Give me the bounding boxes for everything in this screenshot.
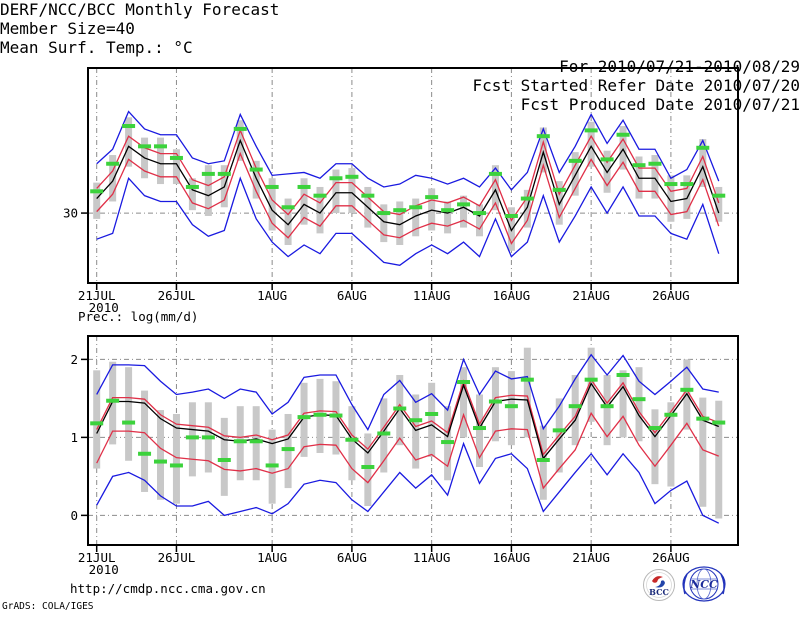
header-right: For 2010/07/21-2010/08/29 Fcst Started R… (0, 57, 800, 114)
svg-text:6AUG: 6AUG (337, 288, 367, 303)
svg-text:21AUG: 21AUG (572, 288, 610, 303)
svg-text:16AUG: 16AUG (493, 550, 531, 565)
red-upper-line (96, 378, 719, 456)
blue-lower-line (96, 441, 720, 524)
svg-text:1AUG: 1AUG (257, 550, 287, 565)
green-marks (90, 124, 726, 218)
svg-text:21AUG: 21AUG (572, 550, 610, 565)
svg-text:0: 0 (70, 508, 78, 523)
produced-date-label: Fcst Produced Date 2010/07/21 (520, 95, 800, 114)
svg-text:11AUG: 11AUG (413, 288, 451, 303)
svg-text:30: 30 (63, 206, 78, 221)
svg-text:6AUG: 6AUG (337, 550, 367, 565)
svg-text:2: 2 (70, 352, 78, 367)
temp-chart-title: Mean Surf. Temp.: °C (0, 38, 193, 57)
svg-text:26AUG: 26AUG (652, 288, 690, 303)
bcc-logo-icon: BCC (642, 568, 676, 606)
spread-bar (93, 117, 723, 251)
green-marks (90, 372, 726, 470)
svg-text:21JUL: 21JUL (78, 288, 116, 303)
svg-text:BCC: BCC (649, 587, 669, 597)
blue-upper-line (96, 353, 719, 431)
svg-text:21JUL: 21JUL (78, 550, 116, 565)
blue-lower-line (96, 176, 720, 266)
plot-frame (87, 67, 739, 284)
red-lower-line (96, 411, 719, 490)
ncc-logo-icon: NCC (681, 566, 727, 607)
black-mean-line (96, 138, 720, 232)
prec-chart-title: Prec.: log(mm/d) (78, 309, 199, 324)
member-size-label: Member Size=40 (0, 19, 135, 38)
svg-text:16AUG: 16AUG (493, 288, 531, 303)
source-url: http://cmdp.ncc.cma.gov.cn (70, 581, 266, 596)
svg-text:26JUL: 26JUL (158, 550, 196, 565)
svg-text:11AUG: 11AUG (413, 550, 451, 565)
grads-credit: GrADS: COLA/IGES (2, 601, 94, 612)
svg-text:NCC: NCC (689, 578, 718, 591)
red-lower-line (96, 151, 720, 245)
red-upper-line (96, 128, 720, 222)
refer-date-label: Fcst Started Refer Date 2010/07/20 (472, 76, 800, 95)
page-title: DERF/NCC/BCC Monthly Forecast (0, 0, 280, 19)
plot-frame (87, 335, 739, 546)
svg-text:1AUG: 1AUG (257, 288, 287, 303)
blue-upper-line (96, 110, 720, 191)
black-mean-line (96, 382, 719, 460)
svg-text:26JUL: 26JUL (158, 288, 196, 303)
svg-text:1: 1 (70, 430, 78, 445)
svg-text:26AUG: 26AUG (652, 550, 690, 565)
svg-text:2010: 2010 (89, 562, 119, 577)
header-left: DERF/NCC/BCC Monthly Forecast Member Siz… (0, 0, 800, 57)
forecast-period-label: For 2010/07/21-2010/08/29 (559, 57, 800, 76)
svg-text:2010: 2010 (89, 300, 119, 315)
